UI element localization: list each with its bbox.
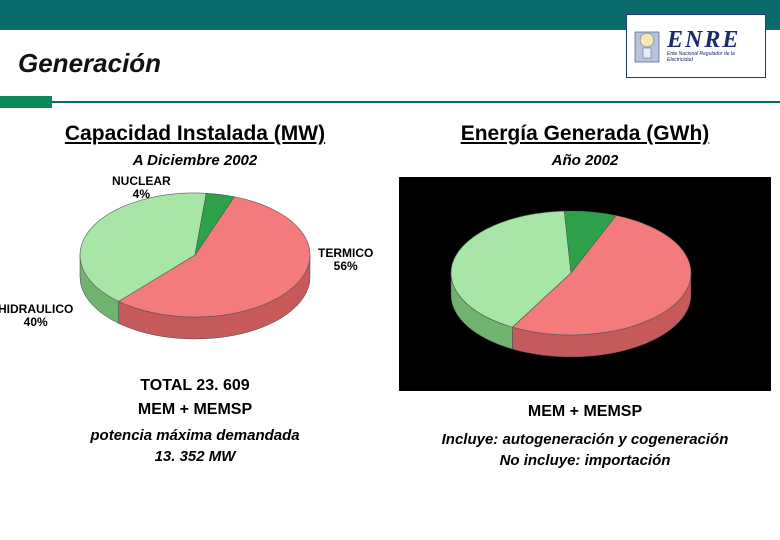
title-row: Generación ENRE Ente Nacional Regulador …	[0, 30, 780, 96]
right-memsp: MEM + MEMSP	[528, 403, 642, 421]
logo-subtitle: Ente Nacional Regulador de la Electricid…	[667, 51, 759, 63]
left-memsp: MEM + MEMSP	[138, 401, 252, 419]
left-subtitle: A Diciembre 2002	[133, 152, 258, 169]
right-foot2: No incluye: importación	[500, 452, 671, 469]
left-foot-a: potencia máxima demandada	[90, 427, 299, 444]
left-title: Capacidad Instalada (MW)	[65, 122, 325, 146]
right-title: Energía Generada (GWh)	[461, 122, 710, 146]
logo-emblem-icon	[633, 26, 661, 66]
panel-right: Energía Generada (GWh) Año 2002 MEM + ME…	[390, 108, 780, 469]
left-pie-chart: NUCLEAR 4% TERMICO 56% HIDRAULICO 40%	[50, 177, 340, 367]
label-termico-name: TERMICO	[318, 246, 373, 260]
panel-left: Capacidad Instalada (MW) A Diciembre 200…	[0, 108, 390, 469]
left-foot-b: 13. 352 MW	[155, 448, 236, 465]
logo-word: ENRE	[667, 29, 759, 51]
label-hidraulico-name: HIDRAULICO	[0, 302, 73, 316]
label-nuclear-pct: 4%	[133, 187, 150, 201]
left-total: TOTAL 23. 609	[140, 377, 249, 395]
page-title: Generación	[18, 48, 161, 79]
panels: Capacidad Instalada (MW) A Diciembre 200…	[0, 108, 780, 469]
label-nuclear: NUCLEAR 4%	[112, 175, 171, 201]
separator-accent	[0, 96, 52, 108]
separator	[0, 96, 780, 108]
logo: ENRE Ente Nacional Regulador de la Elect…	[626, 14, 766, 78]
label-nuclear-name: NUCLEAR	[112, 174, 171, 188]
label-termico-pct: 56%	[334, 259, 358, 273]
right-subtitle: Año 2002	[552, 152, 619, 169]
right-pie-chart	[399, 177, 771, 391]
separator-line	[52, 101, 780, 103]
right-foot1: Incluye: autogeneración y cogeneración	[442, 431, 729, 448]
label-hidraulico: HIDRAULICO 40%	[0, 303, 73, 329]
logo-text: ENRE Ente Nacional Regulador de la Elect…	[667, 29, 759, 63]
label-termico: TERMICO 56%	[318, 247, 373, 273]
label-hidraulico-pct: 40%	[24, 315, 48, 329]
